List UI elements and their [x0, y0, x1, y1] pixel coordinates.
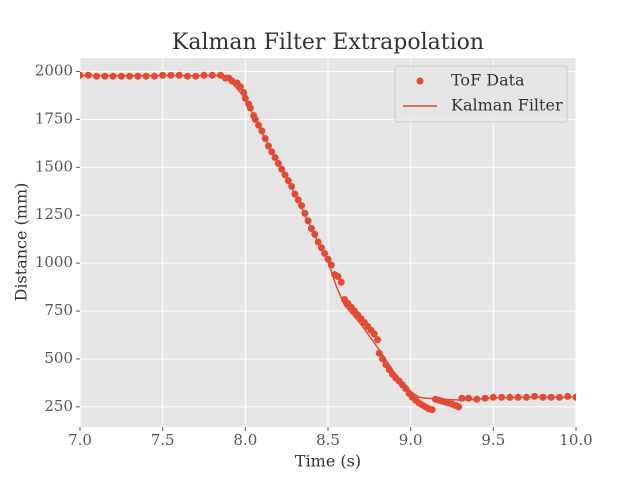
x-tick-label: 10.0 [559, 431, 592, 449]
data-point [337, 278, 345, 286]
y-tick-label: 1000 [35, 253, 73, 271]
data-point [428, 406, 436, 414]
line [80, 74, 576, 401]
y-tick-label: 750 [44, 301, 73, 319]
y-tick-label: 250 [44, 397, 73, 415]
data-point [374, 336, 382, 344]
y-tick-label: 1250 [35, 205, 73, 223]
y-tick-label: 1500 [35, 157, 73, 175]
data-point [236, 83, 244, 91]
y-tick-label: 500 [44, 349, 73, 367]
chart-title: Kalman Filter Extrapolation [172, 30, 484, 55]
x-tick-label: 8.0 [233, 431, 257, 449]
data-point [564, 392, 572, 400]
legend-box [394, 65, 568, 123]
x-tick-label: 7.5 [151, 431, 175, 449]
data-point [455, 403, 463, 411]
y-tick-label: 1750 [35, 109, 73, 127]
legend-label: Kalman Filter [451, 96, 563, 115]
y-axis-label: Distance (mm) [12, 183, 31, 302]
data-point [531, 392, 539, 400]
data-point [334, 273, 342, 281]
legend-marker [416, 77, 424, 85]
data-point [370, 330, 378, 338]
y-tick-label: 2000 [35, 61, 73, 79]
x-tick-label: 8.5 [316, 431, 340, 449]
x-tick-label: 7.0 [68, 431, 92, 449]
x-axis-label: Time (s) [295, 452, 361, 471]
data-point [465, 394, 473, 402]
legend-label: ToF Data [451, 71, 525, 90]
x-tick-label: 9.0 [399, 431, 423, 449]
x-tick-label: 9.5 [481, 431, 505, 449]
